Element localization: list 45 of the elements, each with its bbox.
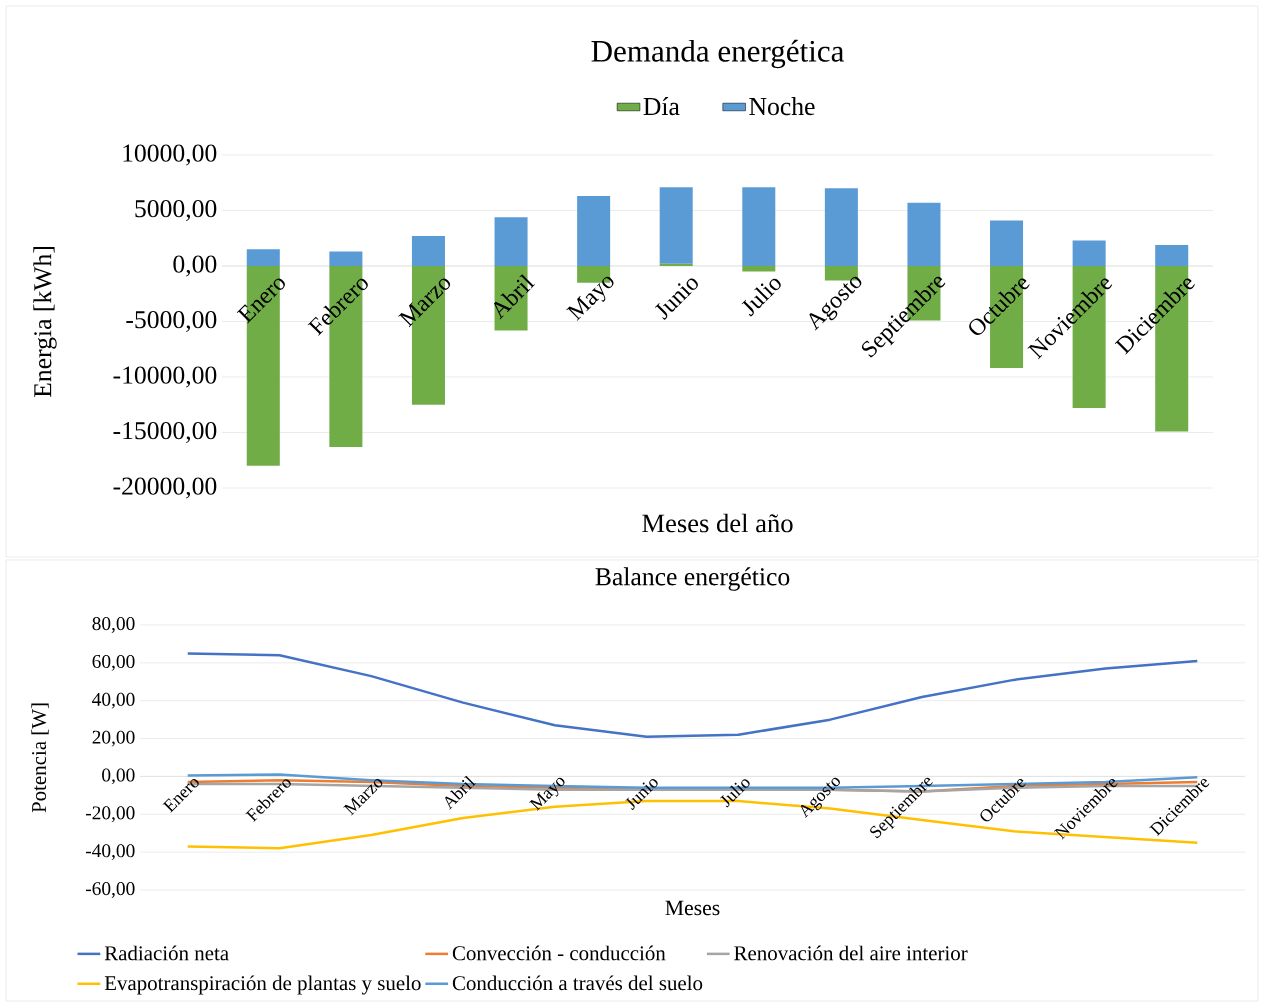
bar xyxy=(411,236,445,266)
legend-label: Convección - conducción xyxy=(452,945,666,961)
y-tick-label: -5000,00 xyxy=(126,310,217,333)
legend-label: Radiación neta xyxy=(104,945,229,961)
bar xyxy=(1072,240,1106,266)
bar xyxy=(742,266,776,272)
bar xyxy=(742,187,776,266)
bar xyxy=(1155,244,1189,266)
bar xyxy=(659,187,693,264)
y-tick-label: -60,00 xyxy=(85,882,135,898)
y-tick-label: 60,00 xyxy=(92,654,135,671)
y-tick-label: -10000,00 xyxy=(113,366,217,388)
bar xyxy=(907,202,941,266)
bar xyxy=(990,220,1024,266)
x-tick-label: Julio xyxy=(741,278,781,317)
x-axis-title: Meses del año xyxy=(642,513,793,533)
y-tick-label: 0,00 xyxy=(102,768,135,785)
y-axis-title: Energia [kWh] xyxy=(33,247,57,398)
y-tick-label: 0,00 xyxy=(173,255,217,277)
y-tick-label: -15000,00 xyxy=(113,421,217,444)
y-tick-label: 20,00 xyxy=(92,730,135,747)
y-tick-label: 10000,00 xyxy=(123,144,217,166)
bar xyxy=(824,188,858,266)
bar xyxy=(577,196,611,266)
x-axis-title: Meses xyxy=(665,900,720,916)
legend-label: Evapotranspiración de plantas y suelo xyxy=(104,975,421,995)
y-axis-title: Potencia [W] xyxy=(31,703,49,813)
bar xyxy=(329,251,363,266)
y-tick-label: 80,00 xyxy=(92,617,135,633)
legend-label: Noche xyxy=(749,97,815,116)
chart-title: Balance energético xyxy=(595,567,790,591)
x-tick-label: Julio xyxy=(720,779,750,808)
bar xyxy=(494,217,528,266)
bar xyxy=(246,249,280,266)
line-series xyxy=(186,652,1199,738)
y-tick-label: 5000,00 xyxy=(135,199,217,222)
y-tick-label: -20,00 xyxy=(85,806,135,823)
legend-label: Día xyxy=(643,97,680,116)
y-tick-label: -40,00 xyxy=(85,844,135,861)
chart-title: Demanda energética xyxy=(591,39,844,69)
y-tick-label: 40,00 xyxy=(92,692,135,709)
legend-label: Conducción a través del suelo xyxy=(452,975,703,991)
legend-label: Renovación del aire interior xyxy=(734,945,968,961)
y-tick-label: -20000,00 xyxy=(113,477,217,499)
bar xyxy=(659,263,693,266)
